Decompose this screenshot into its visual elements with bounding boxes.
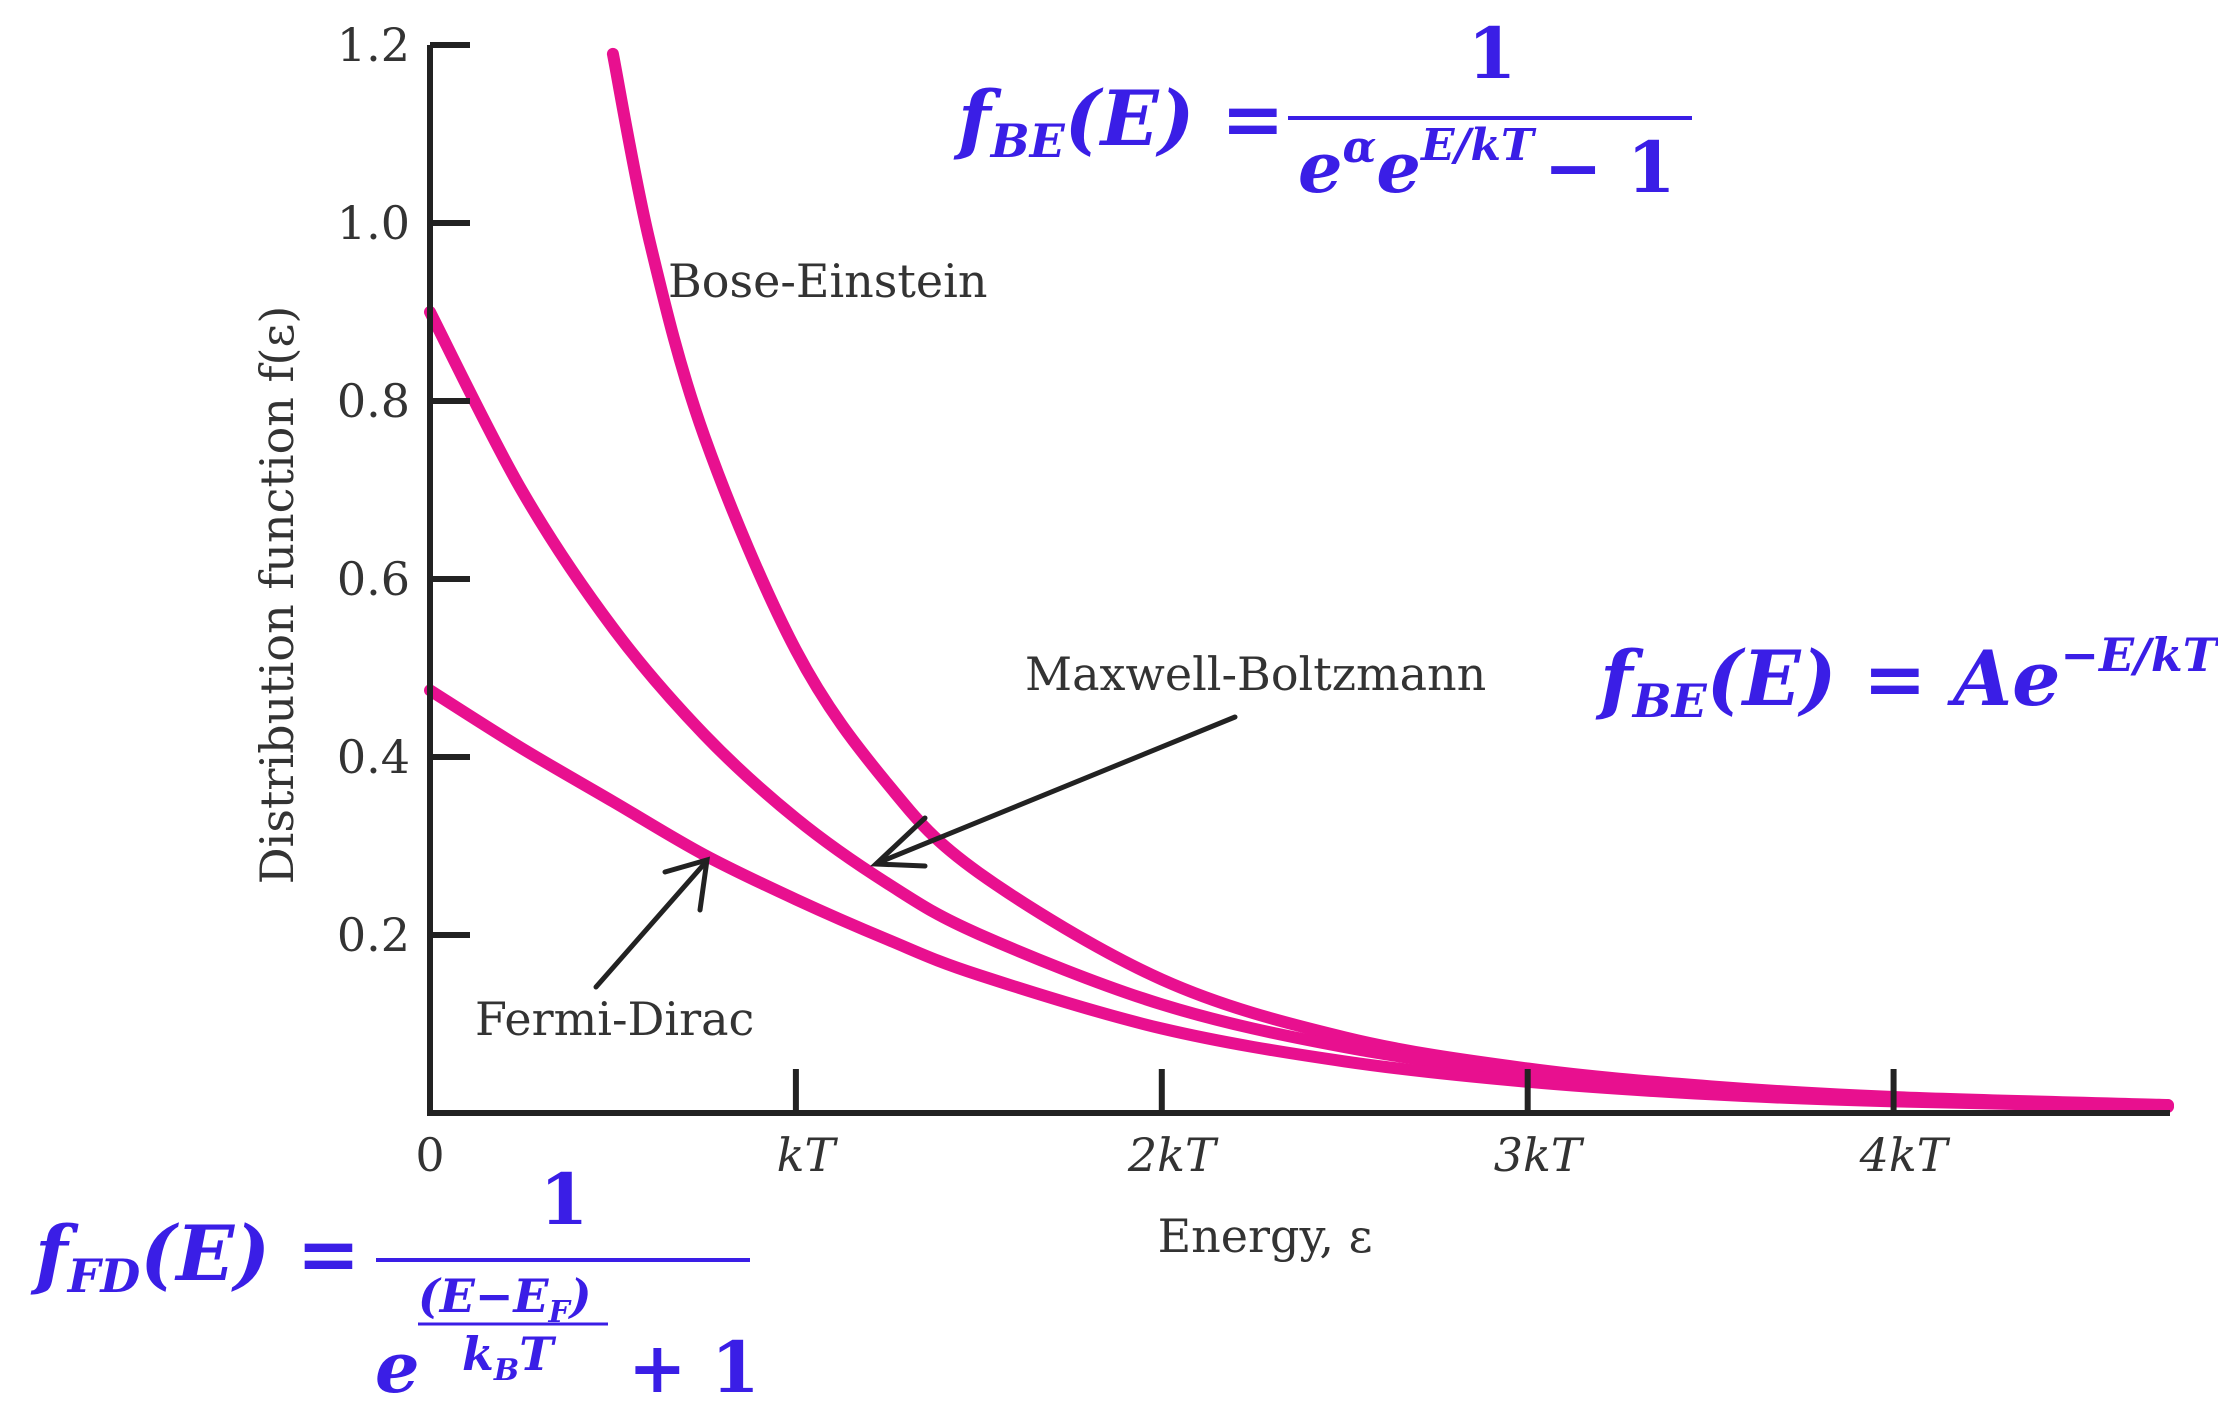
y-tick-label: 0.8	[337, 374, 410, 428]
fermi-dirac-arrow	[593, 856, 711, 990]
svg-text:+ 1: + 1	[628, 1326, 760, 1409]
svg-text:1: 1	[1468, 12, 1517, 95]
x-tick-label: 2kT	[1127, 1128, 1219, 1182]
svg-text:kBT: kBT	[462, 1327, 557, 1388]
curves-group	[424, 47, 2174, 1113]
y-tick-label: 1.2	[337, 18, 410, 72]
y-tick-label: 0.4	[337, 730, 410, 784]
maxwell-boltzmann-equation: fBE(E) = Ae−E/kT	[1595, 628, 2218, 728]
fermi-dirac-label: Fermi-Dirac	[475, 992, 754, 1046]
maxwell-boltzmann-label: Maxwell-Boltzmann	[1025, 647, 1486, 701]
svg-text:(E−EF): (E−EF)	[418, 1269, 592, 1330]
svg-text:1: 1	[540, 1158, 589, 1241]
y-tick-label: 0.2	[337, 908, 410, 962]
x-tick-label: 0	[415, 1128, 444, 1182]
x-tick-label: 3kT	[1494, 1128, 1585, 1182]
svg-text:fFD(E) =: fFD(E) =	[30, 1209, 360, 1303]
bose-einstein-equation: fBE(E) = 1 eαeE/kT − 1	[953, 12, 1692, 209]
maxwell-boltzmann-arrow	[869, 714, 1238, 869]
fermi-dirac-equation: fFD(E) = 1 e (E−EF) kBT + 1	[30, 1158, 760, 1409]
series-line-fermi-dirac	[424, 684, 2174, 1113]
x-axis-label: Energy, ε	[1158, 1209, 1373, 1263]
svg-text:e: e	[375, 1326, 420, 1409]
y-axis-label: Distribution function f(ε)	[250, 306, 304, 885]
ticks-group: 0.2 0.4 0.6 0.8 1.0 1.2 0 kT 2kT 3kT 4kT	[337, 18, 1951, 1182]
y-tick-label: 1.0	[337, 196, 410, 250]
svg-text:fBE(E) =: fBE(E) =	[953, 74, 1285, 168]
series-line-bose-einstein	[606, 47, 2174, 1111]
x-tick-label: kT	[777, 1128, 839, 1182]
y-tick-label: 0.6	[337, 552, 410, 606]
svg-text:fBE(E) = Ae−E/kT: fBE(E) = Ae−E/kT	[1595, 628, 2218, 728]
svg-text:eαeE/kT− 1: eαeE/kT − 1	[1298, 120, 1676, 209]
bose-einstein-label: Bose-Einstein	[668, 254, 987, 308]
x-tick-label: 4kT	[1859, 1128, 1951, 1182]
